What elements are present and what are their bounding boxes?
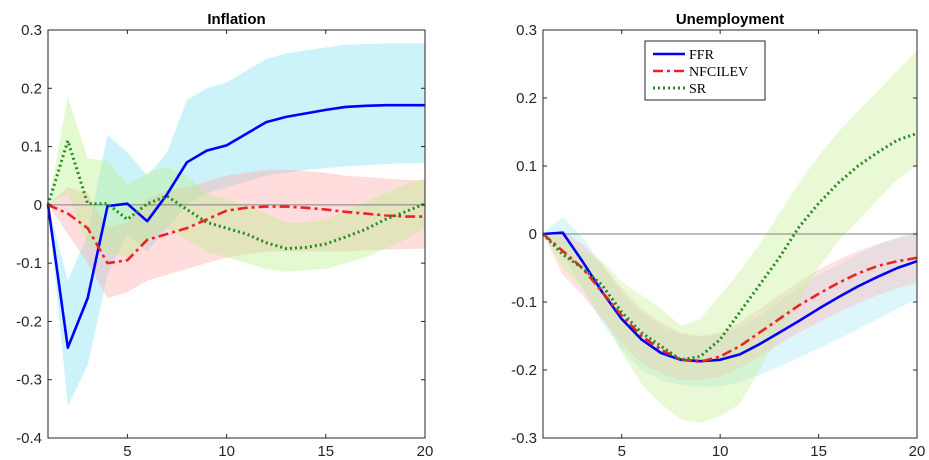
inflation-ticks: -0.4 -0.3 -0.2 -0.1 0 0.1 0.2 0.3 5 10 15 20	[16, 22, 433, 460]
unemployment-ytick-label: 0	[529, 226, 537, 243]
unemployment-xtick-label: 10	[712, 443, 729, 460]
unemployment-ytick-label: 0.3	[516, 22, 537, 39]
unemployment-xtick-label: 5	[618, 443, 626, 460]
inflation-title: Inflation	[207, 11, 265, 28]
legend-sr-label: SR	[689, 82, 707, 97]
unemployment-lines	[541, 131, 918, 364]
inflation-ytick-label: 0.1	[21, 139, 42, 156]
inflation-ytick-label: 0	[34, 197, 42, 214]
inflation-xtick-label: 5	[123, 443, 131, 460]
unemployment-chart: -0.3 -0.2 -0.1 0 0.1 0.2 0.3 5 10 15 20 Unemployme…	[511, 11, 925, 460]
inflation-axes-frame	[47, 29, 426, 439]
unemployment-ticks: -0.3 -0.2 -0.1 0 0.1 0.2 0.3 5 10 15 20	[511, 22, 925, 460]
unemployment-nfcilev-line	[542, 233, 918, 364]
inflation-ytick-label: -0.3	[16, 372, 42, 389]
unemployment-sr-line	[541, 131, 918, 362]
inflation-bands	[48, 43, 425, 406]
inflation-ytick-label: -0.1	[16, 255, 42, 272]
unemployment-xtick-label: 15	[810, 443, 827, 460]
unemployment-ytick-label: 0.2	[516, 90, 537, 107]
unemployment-ytick-label: -0.2	[511, 362, 537, 379]
legend-ffr-label: FFR	[689, 48, 715, 63]
unemployment-title: Unemployment	[676, 11, 784, 28]
inflation-chart: -0.4 -0.3 -0.2 -0.1 0 0.1 0.2 0.3 5 10 15 20 Inflat…	[16, 11, 433, 460]
inflation-ffr-band	[48, 43, 425, 406]
legend-nfcilev-label: NFCILEV	[689, 65, 748, 80]
inflation-xtick-label: 10	[218, 443, 235, 460]
unemployment-xtick-label: 20	[909, 443, 926, 460]
inflation-sr-band	[48, 97, 425, 272]
unemployment-ytick-label: -0.3	[511, 430, 537, 447]
inflation-ytick-label: -0.4	[16, 430, 42, 447]
inflation-xtick-label: 15	[317, 443, 334, 460]
legend-box	[644, 40, 766, 101]
unemployment-bands	[543, 50, 917, 424]
inflation-ytick-label: 0.3	[21, 22, 42, 39]
unemployment-ytick-label: -0.1	[511, 294, 537, 311]
unemployment-nfcilev-band	[543, 230, 917, 381]
inflation-xtick-label: 20	[417, 443, 434, 460]
inflation-ytick-label: 0.2	[21, 80, 42, 97]
inflation-lines	[46, 103, 426, 349]
inflation-nfcilev-line	[47, 203, 425, 265]
legend: FFR NFCILEV SR	[644, 40, 766, 101]
unemployment-ytick-label: 0.1	[516, 158, 537, 175]
inflation-ytick-label: -0.2	[16, 313, 42, 330]
unemployment-ffr-band	[543, 217, 917, 387]
inflation-nfcilev-band	[48, 169, 425, 299]
unemployment-sr-band	[543, 50, 917, 424]
